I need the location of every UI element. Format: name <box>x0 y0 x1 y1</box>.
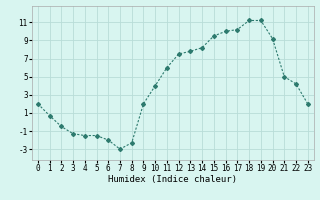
X-axis label: Humidex (Indice chaleur): Humidex (Indice chaleur) <box>108 175 237 184</box>
